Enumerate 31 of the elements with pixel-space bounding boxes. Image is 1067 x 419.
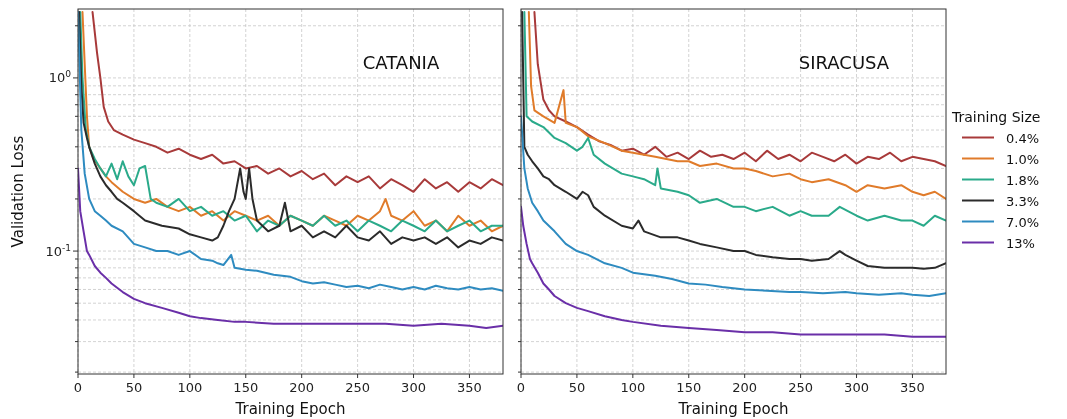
legend-title: Training Size bbox=[951, 108, 1041, 125]
x-tick-label: 0 bbox=[516, 380, 526, 395]
x-tick-label: 300 bbox=[401, 380, 426, 395]
x-axis-title: Training Epoch bbox=[234, 400, 346, 418]
legend-label: 3.3% bbox=[1006, 193, 1040, 209]
legend-label: 0.4% bbox=[1006, 130, 1040, 146]
x-tick-label: 350 bbox=[900, 380, 925, 395]
x-tick-label: 150 bbox=[676, 380, 702, 395]
line-series bbox=[91, 11, 503, 193]
x-tick-label: 250 bbox=[788, 380, 814, 395]
x-tick-label: 350 bbox=[457, 380, 482, 395]
text: SIRACUSA bbox=[798, 52, 890, 73]
x-tick-label: 50 bbox=[568, 380, 586, 395]
x-tick-label: 200 bbox=[732, 380, 758, 395]
x-tick-label: 250 bbox=[345, 380, 371, 395]
y-axis-title: Validation Loss bbox=[9, 135, 27, 248]
legend-label: 13% bbox=[1006, 235, 1035, 251]
x-axis-title: Training Epoch bbox=[677, 400, 789, 418]
x-tick-label: 300 bbox=[844, 380, 869, 395]
legend-label: 1.0% bbox=[1006, 151, 1040, 167]
x-tick-label: 0 bbox=[73, 380, 83, 395]
x-tick-label: 200 bbox=[289, 380, 315, 395]
x-tick-label: 100 bbox=[620, 380, 646, 395]
legend-label: 1.8% bbox=[1006, 172, 1040, 188]
legend-label: 7.0% bbox=[1006, 214, 1040, 230]
x-tick-label: 50 bbox=[125, 380, 143, 395]
text: CATANIA bbox=[362, 52, 440, 73]
y-tick-label: 10$^{-1}$ bbox=[45, 242, 71, 259]
x-tick-label: 100 bbox=[177, 380, 203, 395]
y-tick-label: 10$^{0}$ bbox=[48, 69, 72, 86]
x-tick-label: 150 bbox=[233, 380, 259, 395]
